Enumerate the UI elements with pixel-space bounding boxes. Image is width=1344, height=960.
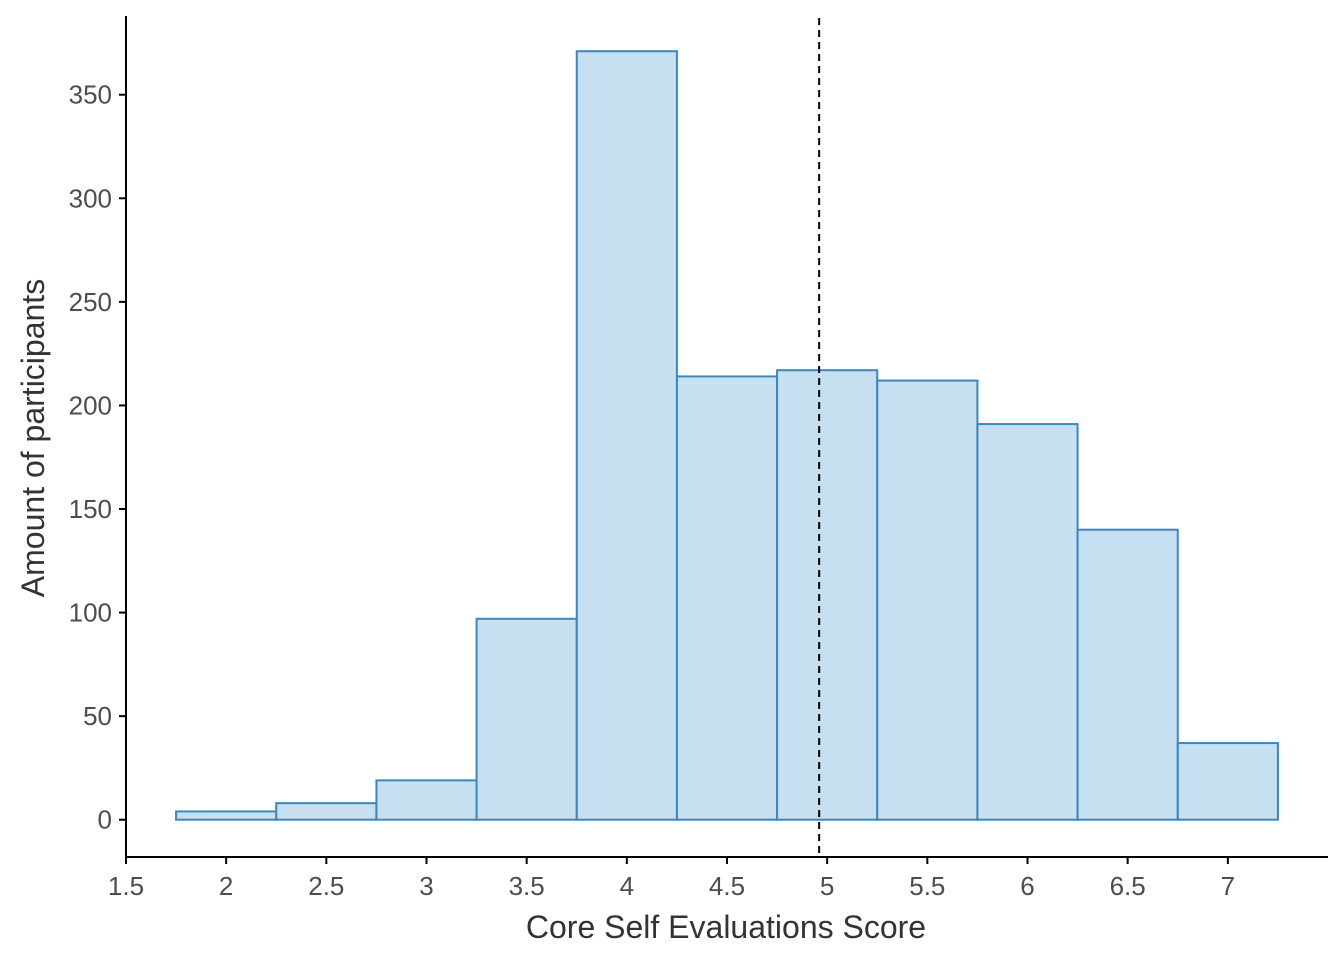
histogram-bar-6 [776,369,879,821]
histogram-bar-10 [1176,742,1279,821]
x-tick-label: 7 [1221,871,1235,901]
axes-group [119,16,1328,864]
y-tick-label: 250 [69,287,112,317]
x-tick-label: 1.5 [108,871,144,901]
x-axis-title: Core Self Evaluations Score [526,909,926,945]
y-tick-label: 50 [83,701,112,731]
x-tick-label: 2.5 [308,871,344,901]
x-tick-labels: 1.5 2 2.5 3 3.5 4 4.5 5 5.5 6 6.5 7 [108,871,1235,901]
histogram-bar-2 [375,779,478,821]
x-tick-label: 6 [1020,871,1034,901]
y-tick-label: 150 [69,494,112,524]
x-tick-label: 2 [219,871,233,901]
x-tick-label: 6.5 [1110,871,1146,901]
y-tick-labels: 0 50 100 150 200 250 300 350 [69,80,112,835]
histogram-bar-5 [675,375,779,821]
x-tick-label: 3.5 [509,871,545,901]
histogram-bar-1 [275,802,378,821]
histogram-bar-3 [475,617,578,821]
y-tick-label: 350 [69,80,112,110]
histogram-bar-7 [876,379,979,821]
histogram-bar-0 [175,810,278,821]
bars-group [175,50,1279,821]
y-tick-label: 200 [69,390,112,420]
y-axis-title: Amount of participants [15,279,51,597]
x-tick-label: 4 [620,871,634,901]
x-tick-label: 5.5 [909,871,945,901]
y-tick-label: 300 [69,183,112,213]
x-tick-label: 3 [419,871,433,901]
x-tick-label: 4.5 [709,871,745,901]
x-tick-label: 5 [820,871,834,901]
histogram-bar-9 [1076,528,1179,821]
y-tick-label: 0 [98,805,112,835]
histogram-bar-8 [976,423,1079,821]
histogram-bar-4 [575,50,678,821]
y-tick-label: 100 [69,598,112,628]
